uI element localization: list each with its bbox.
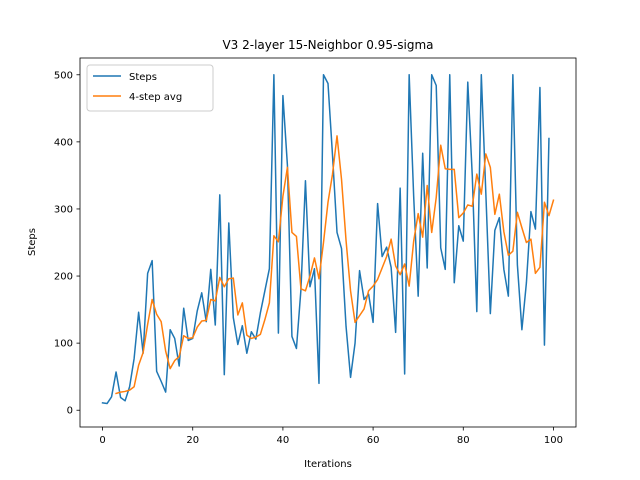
y-tick-label: 0 bbox=[67, 406, 73, 417]
y-axis-label: Steps bbox=[27, 228, 38, 256]
y-tick-label: 100 bbox=[54, 339, 73, 350]
plot-area bbox=[101, 74, 555, 405]
x-tick-label: 20 bbox=[186, 435, 199, 446]
x-tick-label: 80 bbox=[457, 435, 470, 446]
x-tick-label: 40 bbox=[277, 435, 290, 446]
y-tick-label: 400 bbox=[54, 137, 73, 148]
x-tick-label: 0 bbox=[99, 435, 105, 446]
y-tick-label: 200 bbox=[54, 272, 73, 283]
chart-title: V3 2-layer 15-Neighbor 0.95-sigma bbox=[222, 38, 433, 52]
x-tick-label: 60 bbox=[367, 435, 380, 446]
series-line-avg bbox=[115, 135, 555, 395]
series-line-steps bbox=[101, 74, 550, 405]
axes-frame bbox=[79, 57, 577, 428]
legend: Steps 4-step avg bbox=[86, 64, 214, 112]
legend-label: 4-step avg bbox=[129, 92, 182, 103]
y-tick-label: 300 bbox=[54, 204, 73, 215]
y-tick-label: 500 bbox=[54, 70, 73, 81]
legend-label: Steps bbox=[129, 72, 157, 83]
x-axis-label: Iterations bbox=[304, 459, 352, 470]
x-tick-label: 100 bbox=[544, 435, 563, 446]
